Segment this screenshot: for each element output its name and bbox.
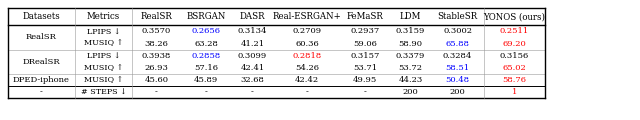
- Text: 0.3156: 0.3156: [500, 52, 529, 60]
- Text: 54.26: 54.26: [295, 64, 319, 72]
- Text: 44.23: 44.23: [399, 76, 422, 84]
- Text: 0.2709: 0.2709: [292, 27, 321, 35]
- Text: 26.93: 26.93: [145, 64, 168, 72]
- Text: -: -: [305, 88, 308, 96]
- Text: Metrics: Metrics: [87, 12, 120, 21]
- Text: 0.3157: 0.3157: [351, 52, 380, 60]
- Text: MUSIQ ↑: MUSIQ ↑: [84, 64, 124, 72]
- Text: DPED-iphone: DPED-iphone: [13, 76, 70, 84]
- Text: DRealSR: DRealSR: [22, 58, 60, 66]
- Text: 58.51: 58.51: [445, 64, 470, 72]
- Text: 57.16: 57.16: [194, 64, 218, 72]
- Text: 50.48: 50.48: [445, 76, 470, 84]
- Text: 59.06: 59.06: [353, 40, 377, 48]
- Text: 0.3284: 0.3284: [443, 52, 472, 60]
- Text: 0.3002: 0.3002: [443, 27, 472, 35]
- Text: StableSR: StableSR: [438, 12, 477, 21]
- Text: RealSR: RealSR: [26, 33, 57, 42]
- Text: 0.3159: 0.3159: [396, 27, 425, 35]
- Text: 0.2858: 0.2858: [191, 52, 221, 60]
- Text: 63.28: 63.28: [194, 40, 218, 48]
- Text: 0.2818: 0.2818: [292, 52, 321, 60]
- Text: 53.72: 53.72: [399, 64, 422, 72]
- Text: 0.3938: 0.3938: [142, 52, 171, 60]
- Text: 32.68: 32.68: [241, 76, 264, 84]
- Text: 0.2656: 0.2656: [191, 27, 221, 35]
- Text: -: -: [40, 88, 43, 96]
- Text: 60.36: 60.36: [295, 40, 319, 48]
- Text: 38.26: 38.26: [145, 40, 168, 48]
- Text: YONOS (ours): YONOS (ours): [484, 12, 545, 21]
- Text: LPIPS ↓: LPIPS ↓: [87, 52, 120, 60]
- Text: BSRGAN: BSRGAN: [186, 12, 226, 21]
- Text: -: -: [205, 88, 207, 96]
- Text: RealSR: RealSR: [141, 12, 172, 21]
- Text: LPIPS ↓: LPIPS ↓: [87, 27, 120, 35]
- Text: 0.3134: 0.3134: [237, 27, 268, 35]
- Text: # STEPS ↓: # STEPS ↓: [81, 88, 127, 96]
- Text: 49.95: 49.95: [353, 76, 377, 84]
- Text: FeMaSR: FeMaSR: [347, 12, 383, 21]
- Text: 200: 200: [403, 88, 419, 96]
- Text: 200: 200: [450, 88, 465, 96]
- Text: 45.89: 45.89: [194, 76, 218, 84]
- Text: 65.02: 65.02: [502, 64, 527, 72]
- Text: 65.88: 65.88: [445, 40, 470, 48]
- Text: 0.3379: 0.3379: [396, 52, 425, 60]
- Text: 58.90: 58.90: [399, 40, 422, 48]
- Text: DASR: DASR: [239, 12, 266, 21]
- Text: 53.71: 53.71: [353, 64, 377, 72]
- Text: Datasets: Datasets: [22, 12, 60, 21]
- Text: MUSIQ ↑: MUSIQ ↑: [84, 76, 124, 84]
- Text: MUSIQ ↑: MUSIQ ↑: [84, 40, 124, 48]
- Text: 69.20: 69.20: [502, 40, 527, 48]
- Text: 58.76: 58.76: [502, 76, 527, 84]
- Text: 42.42: 42.42: [295, 76, 319, 84]
- Text: -: -: [364, 88, 367, 96]
- Text: 0.3570: 0.3570: [142, 27, 171, 35]
- Text: 41.21: 41.21: [241, 40, 264, 48]
- Text: LDM: LDM: [400, 12, 421, 21]
- Text: 42.41: 42.41: [241, 64, 264, 72]
- Text: -: -: [251, 88, 254, 96]
- Text: -: -: [155, 88, 158, 96]
- Text: 0.2511: 0.2511: [500, 27, 529, 35]
- Text: 1: 1: [512, 88, 517, 96]
- Text: Real-ESRGAN+: Real-ESRGAN+: [273, 12, 341, 21]
- Text: 45.60: 45.60: [145, 76, 168, 84]
- Text: 0.2937: 0.2937: [351, 27, 380, 35]
- Text: 0.3099: 0.3099: [238, 52, 267, 60]
